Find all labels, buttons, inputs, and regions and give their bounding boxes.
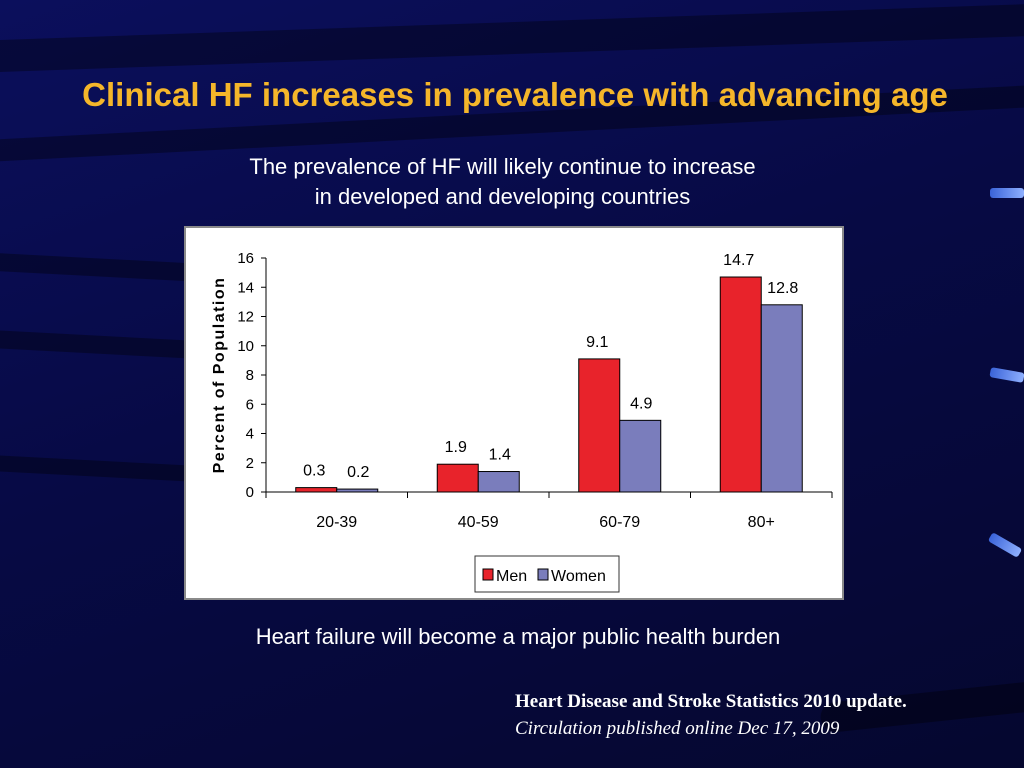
bar-men xyxy=(578,358,621,493)
edge-accent xyxy=(989,367,1024,383)
data-label: 1.9 xyxy=(445,439,467,456)
subtitle-line-1: The prevalence of HF will likely continu… xyxy=(249,154,756,179)
x-tick-label: 40-59 xyxy=(458,514,499,531)
background-streak xyxy=(0,1,1024,75)
y-tick-label: 12 xyxy=(237,309,254,326)
slide-title: Clinical HF increases in prevalence with… xyxy=(82,76,948,113)
bar-women xyxy=(336,488,379,493)
footer-note: Heart failure will become a major public… xyxy=(255,624,781,649)
data-label: 4.9 xyxy=(630,395,652,412)
bar-women xyxy=(760,304,803,493)
x-tick-label: 20-39 xyxy=(316,514,357,531)
y-tick-label: 0 xyxy=(246,484,254,501)
x-tick-label: 60-79 xyxy=(599,514,640,531)
data-label: 14.7 xyxy=(723,252,754,269)
y-tick-label: 10 xyxy=(237,338,254,355)
y-axis-title: Percent of Population xyxy=(211,277,228,474)
legend-swatch-women xyxy=(537,568,549,581)
subtitle-line-2: in developed and developing countries xyxy=(314,184,691,209)
x-tick-label: 80+ xyxy=(748,514,775,531)
legend-label-men: Men xyxy=(496,568,527,585)
citation-publication: Circulation published online Dec 17, 200… xyxy=(515,718,840,739)
data-label: 12.8 xyxy=(767,280,798,297)
y-tick-label: 6 xyxy=(246,396,254,413)
y-tick-label: 2 xyxy=(246,455,254,472)
edge-accent xyxy=(990,188,1024,198)
data-label: 9.1 xyxy=(586,334,608,351)
y-tick-label: 8 xyxy=(246,367,254,384)
bar-women xyxy=(619,419,662,493)
y-tick-label: 16 xyxy=(237,250,254,267)
legend-swatch-men xyxy=(482,568,494,581)
bar-chart-svg: 0 2 4 6 8 10 12 14 16 Percent of Population 20-39 0… xyxy=(211,250,833,593)
citation-source: Heart Disease and Stroke Statistics 2010… xyxy=(515,691,907,712)
bar-chart: 0 2 4 6 8 10 12 14 16 Percent of Population 20-39 0… xyxy=(184,226,844,600)
edge-accent xyxy=(987,532,1023,558)
slide-subtitle: The prevalence of HF will likely continu… xyxy=(190,152,815,212)
legend-label-women: Women xyxy=(551,568,606,585)
bar-men xyxy=(719,276,762,493)
background-streak xyxy=(0,453,211,483)
background-streak xyxy=(0,328,211,360)
bar-men xyxy=(295,487,338,493)
data-label: 0.2 xyxy=(347,464,369,481)
data-label: 1.4 xyxy=(489,447,511,464)
y-tick-label: 14 xyxy=(237,279,254,296)
y-tick-label: 4 xyxy=(246,426,254,443)
bar-women xyxy=(477,471,520,493)
bar-men xyxy=(436,463,479,493)
citation: Heart Disease and Stroke Statistics 2010… xyxy=(515,688,907,742)
data-label: 0.3 xyxy=(303,463,325,480)
